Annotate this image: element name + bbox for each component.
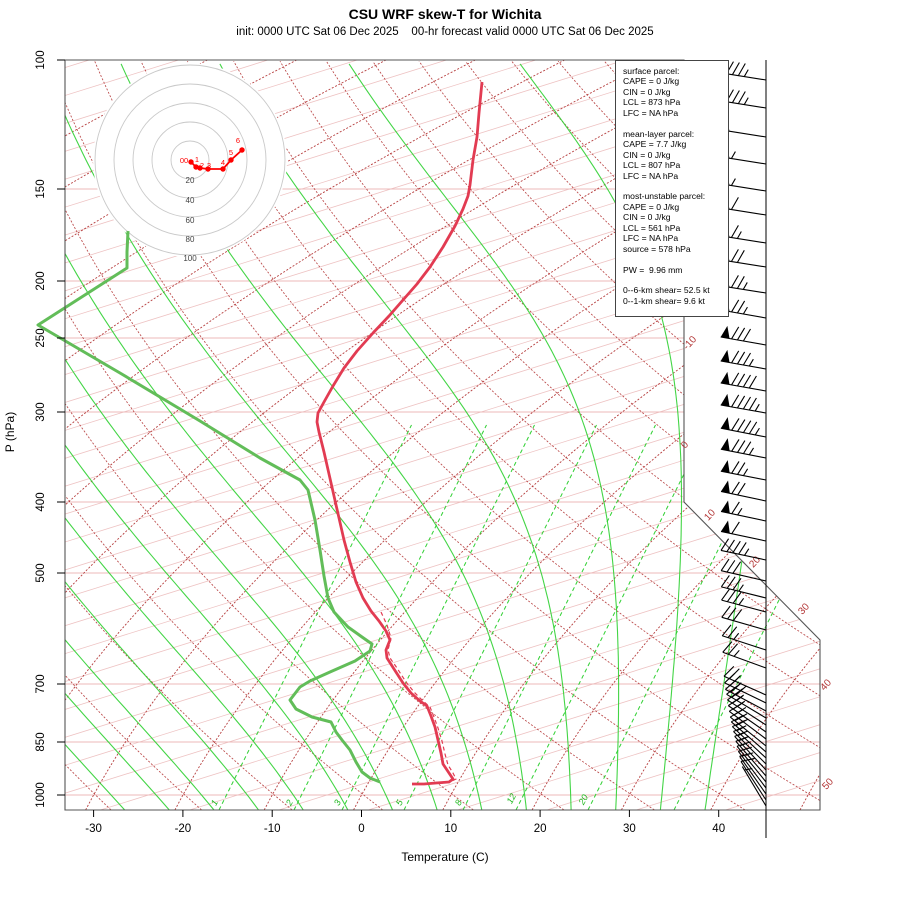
svg-text:12: 12 — [505, 792, 519, 806]
mixing-ratio-labels: 1 2 3 5 8 12 20 — [209, 792, 590, 808]
svg-text:850: 850 — [35, 732, 47, 751]
page-title: CSU WRF skew-T for Wichita — [348, 6, 542, 22]
info-box-line: CAPE = 0 J/kg — [623, 76, 680, 87]
svg-text:80: 80 — [186, 235, 195, 244]
info-box-line: LFC = NA hPa — [623, 170, 679, 181]
svg-text:30: 30 — [623, 823, 636, 835]
svg-text:2: 2 — [200, 161, 204, 170]
svg-text:5: 5 — [229, 148, 233, 157]
svg-text:-10: -10 — [264, 823, 281, 835]
svg-text:400: 400 — [35, 492, 47, 511]
parcel-info-box: surface parcel: CAPE = 0 J/kg CIN = 0 J/kg… — [615, 60, 729, 317]
svg-text:40: 40 — [186, 196, 195, 205]
info-box-line: source = 578 hPa — [623, 243, 691, 254]
svg-text:60: 60 — [186, 216, 195, 225]
info-box-line: CIN = 0 J/kg — [623, 149, 671, 160]
svg-text:3: 3 — [207, 161, 211, 170]
info-box-line: LCL = 807 hPa — [623, 160, 681, 171]
svg-text:100: 100 — [183, 254, 197, 263]
svg-text:20: 20 — [186, 176, 195, 185]
info-box-line: CAPE = 0 J/kg — [623, 201, 680, 212]
svg-text:6: 6 — [236, 136, 240, 145]
hodograph: 20 40 60 80 100 00 12 3 456 — [93, 63, 287, 263]
info-box-line — [623, 118, 728, 128]
svg-text:10: 10 — [444, 823, 457, 835]
svg-text:20: 20 — [534, 823, 547, 835]
svg-text:10: 10 — [702, 507, 718, 523]
svg-text:1: 1 — [209, 798, 220, 807]
svg-text:4: 4 — [221, 158, 225, 167]
info-box-line: LFC = NA hPa — [623, 107, 679, 118]
svg-text:700: 700 — [35, 674, 47, 693]
svg-text:20: 20 — [576, 793, 590, 807]
dewpoint-trace — [36, 230, 381, 784]
info-box-line: CIN = 0 J/kg — [623, 212, 671, 223]
svg-text:-20: -20 — [175, 823, 192, 835]
info-box-line — [623, 275, 728, 285]
svg-text:250: 250 — [35, 328, 47, 347]
info-box-line: LCL = 561 hPa — [623, 222, 681, 233]
info-box-line: most-unstable parcel: — [623, 191, 706, 202]
parcel-trace — [380, 611, 457, 785]
subtitle: init: 0000 UTC Sat 06 Dec 2025 00-hr for… — [236, 26, 654, 38]
svg-text:8: 8 — [453, 798, 464, 807]
x-axis-label: Temperature (C) — [401, 850, 489, 864]
svg-text:-30: -30 — [85, 823, 102, 835]
info-box-line: CIN = 0 J/kg — [623, 86, 671, 97]
temperature-trace — [315, 81, 484, 786]
info-box-line: CAPE = 7.7 J/kg — [623, 139, 687, 150]
y-axis-label: P (hPa) — [3, 411, 17, 453]
svg-text:500: 500 — [35, 563, 47, 582]
info-box-line: 0--6-km shear= 52.5 kt — [623, 285, 710, 296]
info-box-line — [623, 181, 728, 191]
info-box-line — [623, 254, 728, 264]
svg-text:3: 3 — [332, 798, 343, 807]
info-box-line: 0--1-km shear= 9.6 kt — [623, 295, 705, 306]
info-box-line: PW = 9.96 mm — [623, 264, 683, 275]
svg-text:50: 50 — [820, 776, 836, 792]
svg-text:200: 200 — [35, 271, 47, 290]
svg-text:5: 5 — [394, 797, 406, 807]
svg-text:40: 40 — [712, 823, 725, 835]
info-box-line: mean-layer parcel: — [623, 128, 695, 139]
info-box-line: LCL = 873 hPa — [623, 97, 681, 108]
svg-text:100: 100 — [35, 50, 47, 69]
svg-text:0: 0 — [679, 439, 691, 451]
svg-text:00: 00 — [180, 156, 188, 165]
svg-text:40: 40 — [818, 677, 834, 693]
info-box-line: LFC = NA hPa — [623, 233, 679, 244]
svg-text:2: 2 — [283, 798, 295, 808]
info-box-line: surface parcel: — [623, 66, 680, 76]
sounding-traces — [36, 81, 484, 786]
svg-text:1000: 1000 — [35, 782, 47, 808]
svg-text:0: 0 — [358, 823, 364, 835]
svg-text:150: 150 — [35, 179, 47, 198]
svg-text:30: 30 — [796, 601, 812, 617]
svg-text:1: 1 — [195, 155, 199, 164]
svg-text:300: 300 — [35, 402, 47, 421]
wind-barbs — [720, 60, 767, 838]
